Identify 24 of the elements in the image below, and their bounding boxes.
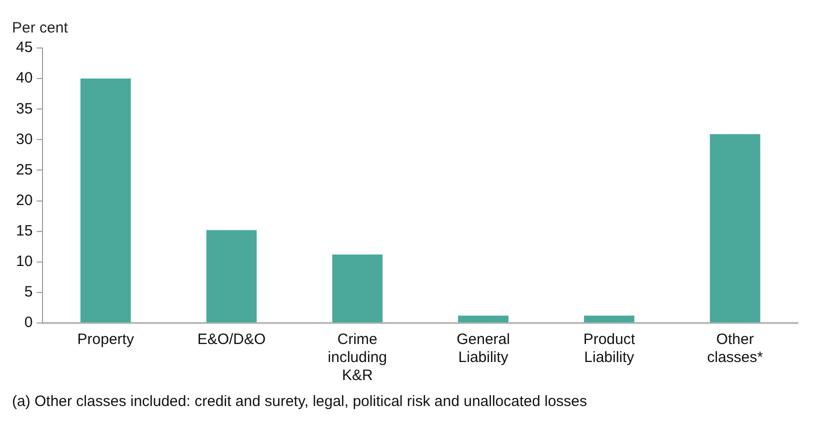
y-tick-label: 30 bbox=[16, 130, 33, 148]
y-axis-title: Per cent bbox=[12, 20, 69, 37]
text: (a) Other classes included: credit and surety, legal, political risk and unallocated losses bbox=[11, 393, 588, 410]
x-tick-label: E&O/D&O bbox=[197, 331, 266, 348]
bar bbox=[206, 230, 257, 322]
x-tick-label: General Liability bbox=[456, 331, 510, 366]
bar bbox=[584, 316, 634, 322]
y-tick-label: 40 bbox=[16, 70, 33, 87]
y-tick-label: 20 bbox=[16, 192, 33, 209]
y-tick-label: 5 bbox=[24, 284, 33, 301]
y-tick-label: 15 bbox=[16, 222, 33, 240]
x-tick-label: Other classes* bbox=[707, 331, 764, 366]
y-tick-label: 0 bbox=[24, 314, 33, 332]
bar bbox=[332, 254, 383, 322]
y-tick-label: 35 bbox=[16, 100, 33, 118]
x-tick-label: Property bbox=[77, 331, 134, 348]
bar bbox=[458, 316, 508, 322]
bar bbox=[710, 134, 760, 322]
x-tick-label: Crime including K&R bbox=[328, 331, 388, 384]
y-tick-label: 45 bbox=[16, 39, 33, 56]
y-tick-label: 10 bbox=[16, 253, 33, 270]
y-tick-label: 25 bbox=[16, 161, 33, 178]
x-tick-label: Product Liability bbox=[583, 331, 636, 366]
bar bbox=[80, 78, 131, 322]
